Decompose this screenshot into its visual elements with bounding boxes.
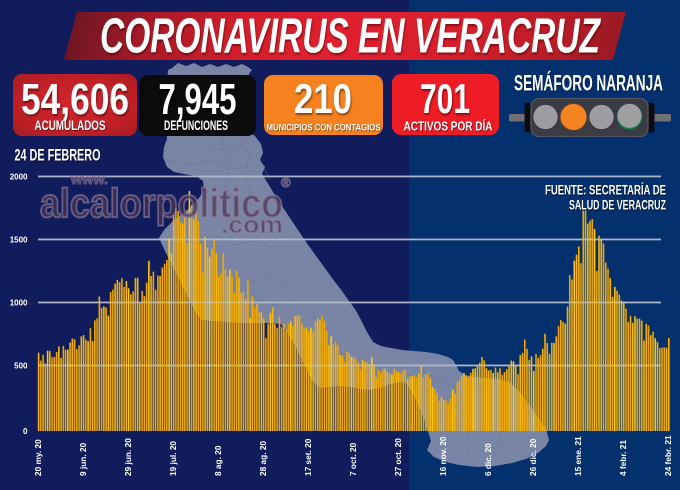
svg-text:8 ag. 20: 8 ag. 20 xyxy=(213,445,223,476)
svg-text:19 jul. 20: 19 jul. 20 xyxy=(168,441,178,476)
svg-text:54,606: 54,606 xyxy=(21,75,129,124)
svg-text:27 oct. 20: 27 oct. 20 xyxy=(393,438,403,476)
svg-text:ACUMULADOS: ACUMULADOS xyxy=(35,118,106,133)
svg-text:15 ene. 21: 15 ene. 21 xyxy=(573,436,583,476)
svg-text:7,945: 7,945 xyxy=(159,75,237,124)
svg-text:20 my. 20: 20 my. 20 xyxy=(33,439,43,476)
svg-text:17 set. 20: 17 set. 20 xyxy=(303,438,313,476)
svg-text:701: 701 xyxy=(420,75,470,122)
svg-text:210: 210 xyxy=(294,75,352,122)
svg-text:24 DE FEBRERO: 24 DE FEBRERO xyxy=(15,146,101,165)
svg-text:500: 500 xyxy=(14,361,28,370)
svg-text:CORONAVIRUS EN VERACRUZ: CORONAVIRUS EN VERACRUZ xyxy=(100,10,601,64)
svg-text:®: ® xyxy=(281,175,291,190)
svg-text:29 jun. 20: 29 jun. 20 xyxy=(123,438,133,476)
svg-text:www.: www. xyxy=(70,171,108,187)
svg-text:1000: 1000 xyxy=(10,298,28,307)
svg-text:SEMÁFORO NARANJA: SEMÁFORO NARANJA xyxy=(514,70,663,95)
svg-text:1500: 1500 xyxy=(10,235,28,244)
svg-text:4 febr. 21: 4 febr. 21 xyxy=(618,440,628,476)
svg-text:9 jun. 20: 9 jun. 20 xyxy=(78,442,88,476)
svg-text:16 nov. 20: 16 nov. 20 xyxy=(438,436,448,476)
svg-text:26 dic. 20: 26 dic. 20 xyxy=(528,438,538,476)
svg-text:2000: 2000 xyxy=(10,172,28,181)
svg-text:MUNICIPIOS CON CONTAGIOS: MUNICIPIOS CON CONTAGIOS xyxy=(267,123,381,134)
svg-text:24 febr. 21: 24 febr. 21 xyxy=(663,435,673,476)
svg-text:7 oct. 20: 7 oct. 20 xyxy=(348,442,358,476)
svg-text:SALUD DE VERACRUZ: SALUD DE VERACRUZ xyxy=(569,198,666,213)
svg-text:28 ag. 20: 28 ag. 20 xyxy=(258,441,268,476)
svg-text:.com: .com xyxy=(221,212,283,239)
svg-text:alcalorpolitico: alcalorpolitico xyxy=(40,180,283,226)
svg-text:DEFUNCIONES: DEFUNCIONES xyxy=(164,118,228,133)
svg-text:6 dic. 20: 6 dic. 20 xyxy=(483,443,493,476)
svg-text:0: 0 xyxy=(23,427,28,436)
svg-text:FUENTE: SECRETARÍA DE: FUENTE: SECRETARÍA DE xyxy=(545,183,666,198)
svg-text:ACTIVOS POR DÍA: ACTIVOS POR DÍA xyxy=(404,119,493,134)
